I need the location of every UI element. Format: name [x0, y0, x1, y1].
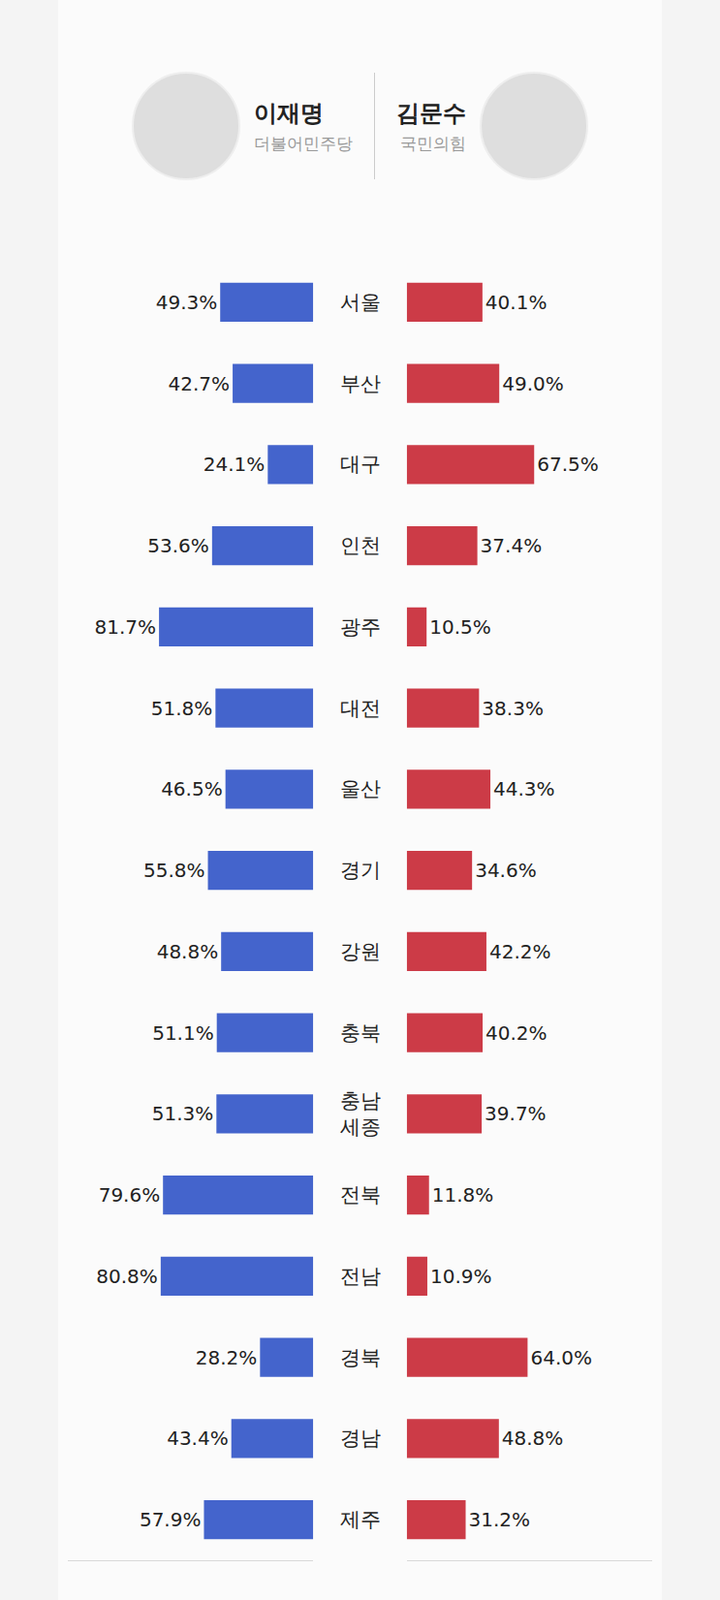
- svg-text:전남: 전남: [340, 1264, 381, 1288]
- svg-text:48.8%: 48.8%: [501, 1426, 564, 1450]
- svg-text:53.6%: 53.6%: [147, 533, 210, 558]
- svg-text:울산: 울산: [340, 777, 381, 801]
- svg-text:43.4%: 43.4%: [166, 1426, 229, 1450]
- svg-text:80.8%: 80.8%: [95, 1264, 158, 1288]
- svg-text:전북: 전북: [340, 1183, 381, 1207]
- svg-text:42.2%: 42.2%: [489, 939, 552, 964]
- svg-text:서울: 서울: [340, 290, 381, 314]
- svg-text:대전: 대전: [340, 696, 381, 720]
- svg-text:11.8%: 11.8%: [432, 1183, 495, 1207]
- svg-text:51.8%: 51.8%: [151, 696, 214, 720]
- svg-text:37.4%: 37.4%: [480, 533, 543, 558]
- svg-text:경북: 경북: [340, 1346, 381, 1370]
- svg-text:67.5%: 67.5%: [536, 452, 599, 476]
- svg-text:24.1%: 24.1%: [203, 452, 266, 476]
- svg-text:42.7%: 42.7%: [168, 372, 231, 396]
- svg-text:48.8%: 48.8%: [156, 939, 220, 964]
- svg-text:55.8%: 55.8%: [143, 858, 206, 882]
- svg-text:57.9%: 57.9%: [139, 1507, 202, 1532]
- svg-text:49.0%: 49.0%: [501, 372, 564, 396]
- svg-text:경남: 경남: [340, 1426, 381, 1450]
- svg-text:40.2%: 40.2%: [485, 1021, 548, 1045]
- svg-text:46.5%: 46.5%: [160, 777, 223, 801]
- svg-text:인천: 인천: [340, 533, 381, 558]
- svg-text:49.3%: 49.3%: [156, 290, 219, 314]
- svg-text:51.3%: 51.3%: [152, 1101, 215, 1126]
- html-text:김문수: 김문수: [396, 99, 467, 127]
- svg-text:34.6%: 34.6%: [474, 858, 537, 882]
- html-text:이재명: 이재명: [253, 99, 324, 127]
- svg-text:40.1%: 40.1%: [485, 290, 548, 314]
- svg-text:대구: 대구: [340, 452, 381, 476]
- svg-text:51.1%: 51.1%: [152, 1021, 215, 1045]
- html-text:더불어민주당: 더불어민주당: [253, 133, 353, 153]
- svg-text:강원: 강원: [340, 939, 381, 964]
- svg-text:38.3%: 38.3%: [481, 696, 544, 720]
- svg-text:44.3%: 44.3%: [493, 777, 556, 801]
- svg-text:64.0%: 64.0%: [530, 1346, 593, 1370]
- svg-text:충북: 충북: [340, 1021, 381, 1045]
- svg-text:10.5%: 10.5%: [429, 615, 492, 639]
- svg-text:39.7%: 39.7%: [484, 1101, 547, 1126]
- svg-text:충남세종: 충남세종: [340, 1089, 381, 1139]
- svg-text:광주: 광주: [340, 615, 381, 639]
- svg-text:경기: 경기: [340, 858, 381, 882]
- svg-text:28.2%: 28.2%: [195, 1346, 258, 1370]
- html-text:국민의힘: 국민의힘: [400, 133, 467, 153]
- svg-text:제주: 제주: [340, 1507, 381, 1532]
- svg-text:10.9%: 10.9%: [430, 1264, 493, 1288]
- svg-text:81.7%: 81.7%: [94, 615, 157, 639]
- svg-text:부산: 부산: [340, 372, 381, 396]
- svg-text:79.6%: 79.6%: [98, 1183, 161, 1207]
- svg-text:31.2%: 31.2%: [469, 1507, 532, 1532]
